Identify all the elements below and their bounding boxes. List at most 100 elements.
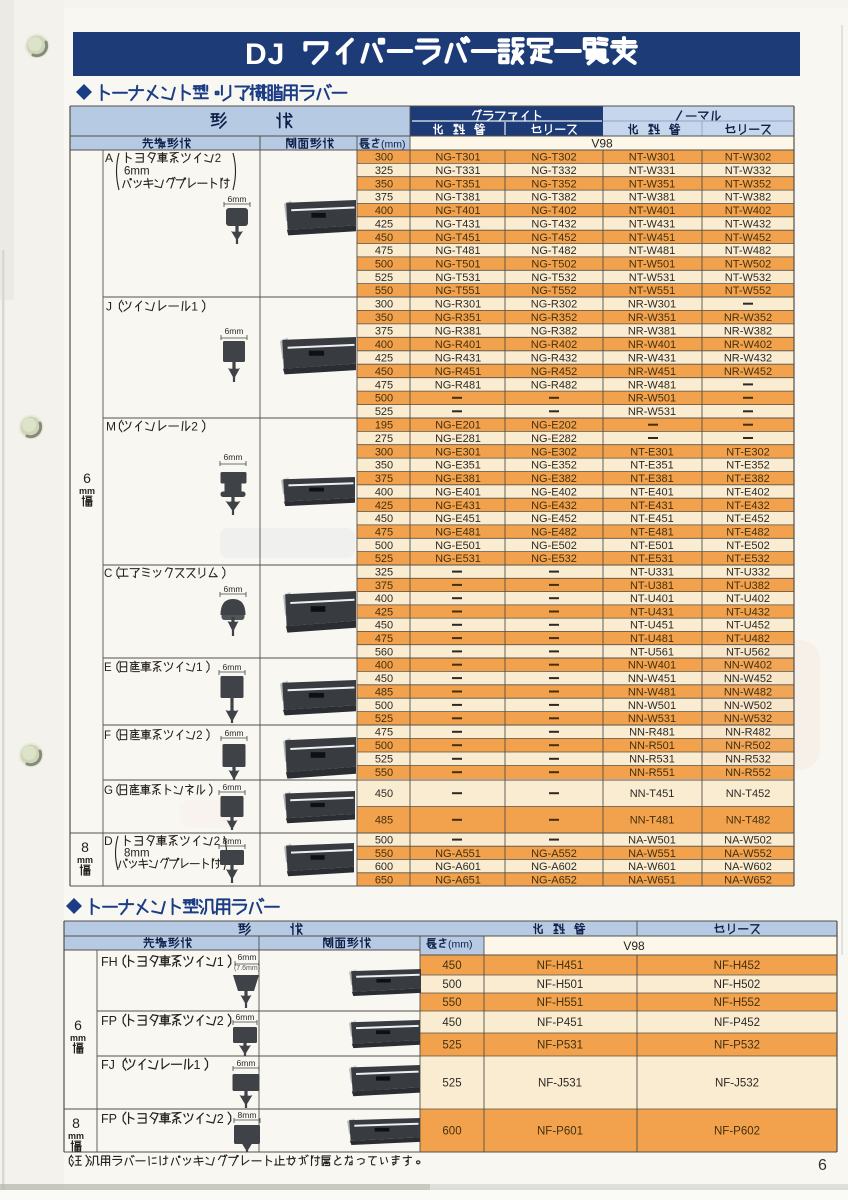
svg-text:FJ: FJ [101,1058,115,1072]
svg-text:450: 450 [375,673,393,685]
svg-text:M: M [106,419,116,433]
svg-text:NG-E502: NG-E502 [531,540,577,552]
svg-text:V98: V98 [591,137,613,151]
svg-text:350: 350 [375,178,393,190]
svg-text:325: 325 [375,165,393,177]
svg-text:450: 450 [442,1017,461,1029]
svg-text:NT-W501: NT-W501 [629,259,675,271]
svg-text:NT-E351: NT-E351 [630,460,673,472]
svg-text:NF-P601: NF-P601 [537,1126,583,1138]
svg-text:350: 350 [375,460,393,472]
svg-text:1: 1 [196,662,202,674]
svg-text:NN-T452: NN-T452 [726,788,771,800]
svg-text:425: 425 [375,606,393,618]
svg-text:FH: FH [101,955,118,969]
svg-text:NG-R382: NG-R382 [531,326,577,338]
svg-text:NG-T431: NG-T431 [435,218,480,230]
svg-text:D: D [104,834,113,848]
svg-text:NG-E381: NG-E381 [435,473,481,485]
svg-text:2: 2 [214,836,220,848]
svg-text:2: 2 [191,419,198,433]
svg-text:NR-W402: NR-W402 [724,339,772,351]
svg-text:NF-J531: NF-J531 [538,1078,582,1090]
svg-text:NG-T402: NG-T402 [531,205,576,217]
svg-text:NT-W452: NT-W452 [725,232,771,244]
svg-text:NN-T451: NN-T451 [630,788,675,800]
svg-text:NN-W531: NN-W531 [628,713,676,725]
svg-text:NT-U562: NT-U562 [726,646,770,658]
svg-text:NN-R502: NN-R502 [725,740,771,752]
svg-text:NG-T332: NG-T332 [531,165,576,177]
svg-text:525: 525 [375,754,393,766]
svg-text:NN-R532: NN-R532 [725,754,771,766]
svg-text:NT-W431: NT-W431 [629,218,675,230]
svg-text:NG-A601: NG-A601 [435,861,481,873]
svg-text:375: 375 [375,326,393,338]
svg-text:NT-E302: NT-E302 [726,446,769,458]
svg-text:NT-E431: NT-E431 [630,500,673,512]
svg-text:NN-W451: NN-W451 [628,673,676,685]
svg-text:NF-P532: NF-P532 [714,1040,760,1052]
svg-text:6mm: 6mm [225,728,244,738]
svg-text:NT-U331: NT-U331 [630,567,674,579]
svg-text:600: 600 [442,1126,461,1138]
svg-text:NG-R431: NG-R431 [435,352,481,364]
svg-text:NA-W551: NA-W551 [628,848,676,860]
svg-text:NT-U431: NT-U431 [630,606,674,618]
svg-text:NF-H452: NF-H452 [714,960,761,972]
svg-text:NT-E451: NT-E451 [630,513,673,525]
svg-text:NG-A552: NG-A552 [531,848,577,860]
svg-text:NG-T482: NG-T482 [531,245,576,257]
svg-text:NT-W552: NT-W552 [725,285,771,297]
svg-text:NN-R551: NN-R551 [629,767,675,779]
svg-text:400: 400 [375,593,393,605]
svg-text:8: 8 [72,1115,80,1131]
svg-text:NT-E381: NT-E381 [630,473,673,485]
svg-text:NG-E302: NG-E302 [531,446,577,458]
svg-text:475: 475 [375,527,393,539]
svg-text:NT-W401: NT-W401 [629,205,675,217]
svg-text:NT-E501: NT-E501 [630,540,673,552]
svg-text:NN-W401: NN-W401 [628,660,676,672]
svg-text:NG-A602: NG-A602 [531,861,577,873]
svg-text:NG-A551: NG-A551 [435,848,481,860]
svg-text:475: 475 [375,245,393,257]
svg-text:NF-P602: NF-P602 [714,1126,760,1138]
svg-text:NA-W502: NA-W502 [724,835,772,847]
svg-text:525: 525 [375,406,393,418]
svg-text:G: G [104,785,113,797]
svg-text:NT-W451: NT-W451 [629,232,675,244]
svg-text:550: 550 [375,767,393,779]
svg-text:NG-R381: NG-R381 [435,326,481,338]
svg-text:NT-U332: NT-U332 [726,567,770,579]
svg-text:NR-W401: NR-W401 [628,339,676,351]
svg-text:425: 425 [375,218,393,230]
svg-text:NG-T451: NG-T451 [435,232,480,244]
svg-text:NR-W351: NR-W351 [628,312,676,324]
svg-text:2: 2 [217,1112,224,1126]
svg-text:485: 485 [375,686,393,698]
svg-text:J: J [106,299,112,313]
svg-text:NT-E481: NT-E481 [630,527,673,539]
svg-text:NG-E301: NG-E301 [435,446,481,458]
svg-text:NR-W382: NR-W382 [724,326,772,338]
svg-text:NF-P452: NF-P452 [714,1017,760,1029]
svg-text:500: 500 [375,700,393,712]
svg-text:525: 525 [375,553,393,565]
svg-text:NT-W432: NT-W432 [725,218,771,230]
svg-text:NG-R352: NG-R352 [531,312,577,324]
svg-text:V98: V98 [623,939,645,953]
svg-text:NG-T551: NG-T551 [435,285,480,297]
svg-text:450: 450 [375,513,393,525]
svg-text:500: 500 [375,393,393,405]
svg-text:NG-A652: NG-A652 [531,874,577,886]
svg-text:(mm): (mm) [381,139,406,151]
svg-text:NN-R501: NN-R501 [629,740,675,752]
svg-text:475: 475 [375,379,393,391]
svg-text:NT-U482: NT-U482 [726,633,770,645]
svg-text:NG-T531: NG-T531 [435,272,480,284]
svg-text:560: 560 [375,646,393,658]
svg-text:6mm: 6mm [124,165,150,177]
svg-text:NG-E432: NG-E432 [531,500,577,512]
svg-text:NT-E301: NT-E301 [630,446,673,458]
